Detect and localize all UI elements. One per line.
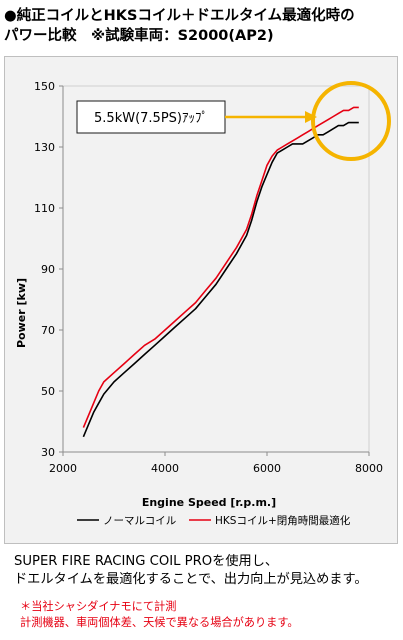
y-tick-label: 30 <box>41 446 55 459</box>
description-line-1: SUPER FIRE RACING COIL PROを使用し、 <box>14 554 279 569</box>
series-line-normal-coil <box>82 121 359 438</box>
plot-area <box>62 85 370 453</box>
y-tick-label: 90 <box>41 263 55 276</box>
y-tick-label: 50 <box>41 385 55 398</box>
annotation-arrow-head <box>305 111 317 123</box>
description: SUPER FIRE RACING COIL PROを使用し、 ドエルタイムを最… <box>14 553 400 589</box>
y-tick-label: 150 <box>34 80 55 93</box>
x-tick-label: 6000 <box>253 462 281 475</box>
description-line-2: ドエルタイムを最適化することで、出力向上が見込めます。 <box>14 572 368 587</box>
y-axis-label: Power [kw] <box>15 278 28 348</box>
legend-label: HKSコイル+閉角時間最適化 <box>215 514 351 527</box>
chart-panel: 30 50 70 90 110 130 150 2000 4000 6000 8000 5.5kW… <box>4 56 398 544</box>
title-line-2: パワー比較 ※試験車両：S2000(AP2) <box>4 28 274 44</box>
x-tick-label: 8000 <box>355 462 383 475</box>
y-tick-label: 110 <box>34 202 55 215</box>
y-tick-label: 70 <box>41 324 55 337</box>
x-axis-label: Engine Speed [r.p.m.] <box>142 496 276 509</box>
highlight-circle <box>311 81 391 161</box>
note-line-2: 計測機器、車両個体差、天候で異なる場合があります。 <box>20 616 299 629</box>
annotation-text: 5.5kW(7.5PS)ｱｯﾌﾟ <box>94 111 208 126</box>
title-line-1: ●純正コイルとHKSコイル＋ドエルタイム最適化時の <box>4 8 355 24</box>
y-tick-label: 130 <box>34 141 55 154</box>
chart-heading: ●純正コイルとHKSコイル＋ドエルタイム最適化時の パワー比較 ※試験車両：S2… <box>4 6 400 46</box>
x-tick-label: 4000 <box>151 462 179 475</box>
measurement-notes: ＊当社シャシダイナモにて計測 計測機器、車両個体差、天候で異なる場合があります。 <box>20 599 400 631</box>
x-tick-label: 2000 <box>49 462 77 475</box>
legend-label: ノーマルコイル <box>103 515 176 527</box>
note-line-1: ＊当社シャシダイナモにて計測 <box>20 600 177 613</box>
power-chart: 30 50 70 90 110 130 150 2000 4000 6000 8000 5.5kW… <box>15 80 391 527</box>
series-line-hks-coil <box>82 106 359 428</box>
